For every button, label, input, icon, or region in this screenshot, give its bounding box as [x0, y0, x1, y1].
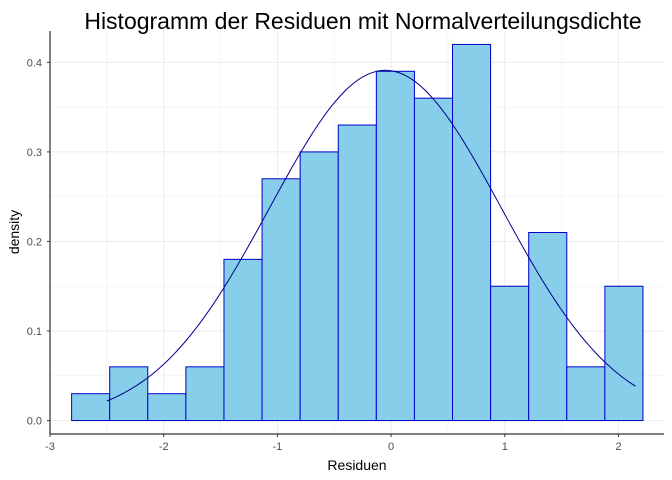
x-axis-title: Residuen — [327, 457, 386, 473]
chart-title: Histogramm der Residuen mit Normalvertei… — [84, 8, 641, 34]
histogram-bar-3 — [147, 393, 187, 422]
normal-density-curve — [106, 69, 636, 402]
histogram-bar-10 — [413, 97, 454, 422]
histogram-bar-5 — [223, 258, 263, 422]
histogram-bar-1 — [71, 393, 111, 422]
x-tick-label: 0 — [388, 441, 394, 453]
y-tick-label: 0.1 — [27, 326, 42, 338]
x-tick-label: -2 — [159, 441, 169, 453]
y-tick-label: 0.4 — [27, 57, 42, 69]
histogram-bar-14 — [566, 366, 606, 422]
tick-labels: -3 -2 -1 0 1 2 0.0 0.1 0.2 0.3 0.4 — [27, 57, 622, 453]
y-tick-label: 0.3 — [27, 147, 42, 159]
histogram-bar-8 — [337, 124, 377, 422]
axes — [49, 31, 664, 435]
histogram-bars — [71, 43, 644, 422]
histogram-bar-9 — [375, 70, 415, 422]
density-curve-layer — [106, 69, 636, 402]
y-tick-label: 0.0 — [27, 416, 42, 428]
x-tick-label: -1 — [273, 441, 283, 453]
histogram-bar-15 — [604, 285, 644, 422]
histogram-bar-2 — [109, 366, 149, 422]
y-tick-label: 0.2 — [27, 236, 42, 248]
x-tick-label: 1 — [502, 441, 508, 453]
histogram-bar-7 — [299, 151, 339, 422]
histogram-bar-4 — [185, 366, 225, 422]
histogram-bar-11 — [452, 43, 492, 422]
x-tick-label: -3 — [45, 441, 55, 453]
y-axis-title: density — [6, 210, 22, 254]
histogram-bar-12 — [490, 285, 530, 422]
x-tick-label: 2 — [615, 441, 621, 453]
histogram-bar-6 — [261, 178, 301, 422]
histogram-bar-13 — [528, 232, 568, 422]
